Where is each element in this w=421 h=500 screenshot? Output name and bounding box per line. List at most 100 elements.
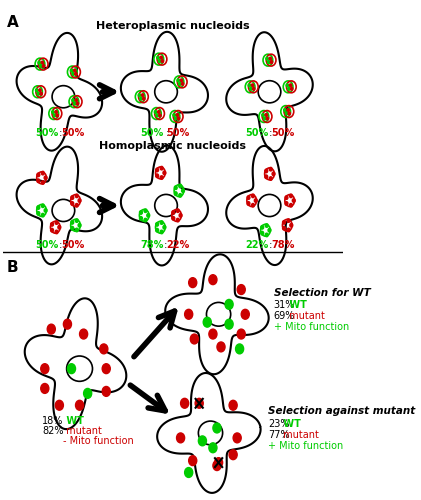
- Circle shape: [56, 114, 59, 117]
- Circle shape: [265, 114, 267, 116]
- Text: 82%: 82%: [42, 426, 64, 436]
- Circle shape: [229, 450, 237, 460]
- Circle shape: [209, 274, 217, 284]
- Text: - Mito function: - Mito function: [64, 436, 134, 446]
- Circle shape: [41, 204, 44, 208]
- Circle shape: [181, 189, 184, 192]
- Circle shape: [80, 329, 88, 339]
- Circle shape: [269, 168, 272, 171]
- Circle shape: [288, 88, 290, 90]
- Text: + Mito function: + Mito function: [274, 322, 349, 332]
- Circle shape: [285, 196, 288, 200]
- Circle shape: [138, 94, 141, 96]
- Text: mutant: mutant: [280, 430, 319, 440]
- Circle shape: [161, 60, 164, 62]
- Text: :: :: [56, 128, 66, 138]
- Circle shape: [175, 117, 177, 120]
- Text: 50%: 50%: [61, 128, 85, 138]
- Circle shape: [251, 204, 254, 207]
- Circle shape: [261, 232, 264, 235]
- Circle shape: [71, 202, 74, 205]
- Circle shape: [147, 214, 150, 217]
- Circle shape: [195, 398, 203, 408]
- Circle shape: [52, 110, 54, 114]
- Circle shape: [179, 194, 182, 197]
- Circle shape: [38, 61, 40, 64]
- Circle shape: [241, 310, 249, 319]
- Circle shape: [179, 82, 181, 86]
- Text: Heteroplasmic nucleoids: Heteroplasmic nucleoids: [96, 20, 249, 30]
- Text: :: :: [266, 128, 276, 138]
- Circle shape: [266, 57, 268, 60]
- Circle shape: [269, 57, 272, 60]
- Circle shape: [58, 226, 61, 229]
- Circle shape: [177, 79, 179, 82]
- Circle shape: [41, 61, 44, 64]
- Circle shape: [44, 176, 47, 180]
- Text: WT: WT: [280, 419, 301, 429]
- Circle shape: [233, 433, 241, 443]
- Circle shape: [163, 171, 166, 174]
- Circle shape: [254, 199, 257, 202]
- Circle shape: [100, 344, 108, 354]
- Circle shape: [225, 300, 233, 310]
- Circle shape: [139, 210, 142, 214]
- Circle shape: [70, 69, 73, 72]
- Circle shape: [265, 169, 268, 172]
- Circle shape: [156, 114, 158, 117]
- Circle shape: [288, 112, 290, 115]
- Circle shape: [284, 108, 286, 112]
- Circle shape: [43, 64, 45, 68]
- Circle shape: [75, 204, 78, 207]
- Circle shape: [40, 64, 42, 68]
- Circle shape: [102, 386, 110, 396]
- Text: 78%: 78%: [272, 240, 295, 250]
- Circle shape: [176, 218, 179, 222]
- Circle shape: [156, 174, 159, 178]
- Circle shape: [213, 460, 221, 470]
- Circle shape: [156, 228, 159, 232]
- Circle shape: [74, 69, 76, 72]
- Circle shape: [179, 214, 182, 217]
- Circle shape: [209, 329, 217, 339]
- Circle shape: [185, 468, 193, 477]
- Text: Selection for WT: Selection for WT: [274, 288, 370, 298]
- Circle shape: [290, 194, 293, 198]
- Circle shape: [229, 400, 237, 410]
- Circle shape: [262, 114, 264, 116]
- Circle shape: [37, 92, 40, 95]
- Circle shape: [176, 114, 179, 116]
- Circle shape: [209, 443, 217, 452]
- Circle shape: [251, 84, 254, 87]
- Circle shape: [37, 179, 40, 182]
- Circle shape: [155, 110, 157, 114]
- Text: WT: WT: [286, 300, 306, 310]
- Circle shape: [217, 342, 225, 352]
- Circle shape: [75, 72, 77, 76]
- Circle shape: [236, 344, 244, 354]
- Circle shape: [55, 230, 58, 234]
- Circle shape: [172, 210, 175, 214]
- Circle shape: [64, 319, 72, 329]
- Circle shape: [139, 216, 142, 220]
- Circle shape: [282, 226, 285, 230]
- Circle shape: [71, 220, 74, 224]
- Circle shape: [37, 206, 40, 210]
- Text: 50%: 50%: [272, 128, 295, 138]
- Circle shape: [190, 334, 198, 344]
- Text: WT: WT: [64, 416, 84, 426]
- Circle shape: [198, 436, 206, 446]
- Circle shape: [290, 224, 293, 227]
- Text: mutant: mutant: [286, 312, 325, 322]
- Text: Selection against mutant: Selection against mutant: [268, 406, 415, 416]
- Circle shape: [75, 98, 77, 102]
- Circle shape: [269, 177, 272, 180]
- Text: :: :: [161, 240, 171, 250]
- Text: 69%: 69%: [274, 312, 295, 322]
- Circle shape: [71, 226, 74, 230]
- Circle shape: [72, 98, 75, 102]
- Circle shape: [247, 196, 250, 200]
- Circle shape: [75, 400, 84, 410]
- Circle shape: [266, 117, 269, 120]
- Text: B: B: [7, 260, 19, 275]
